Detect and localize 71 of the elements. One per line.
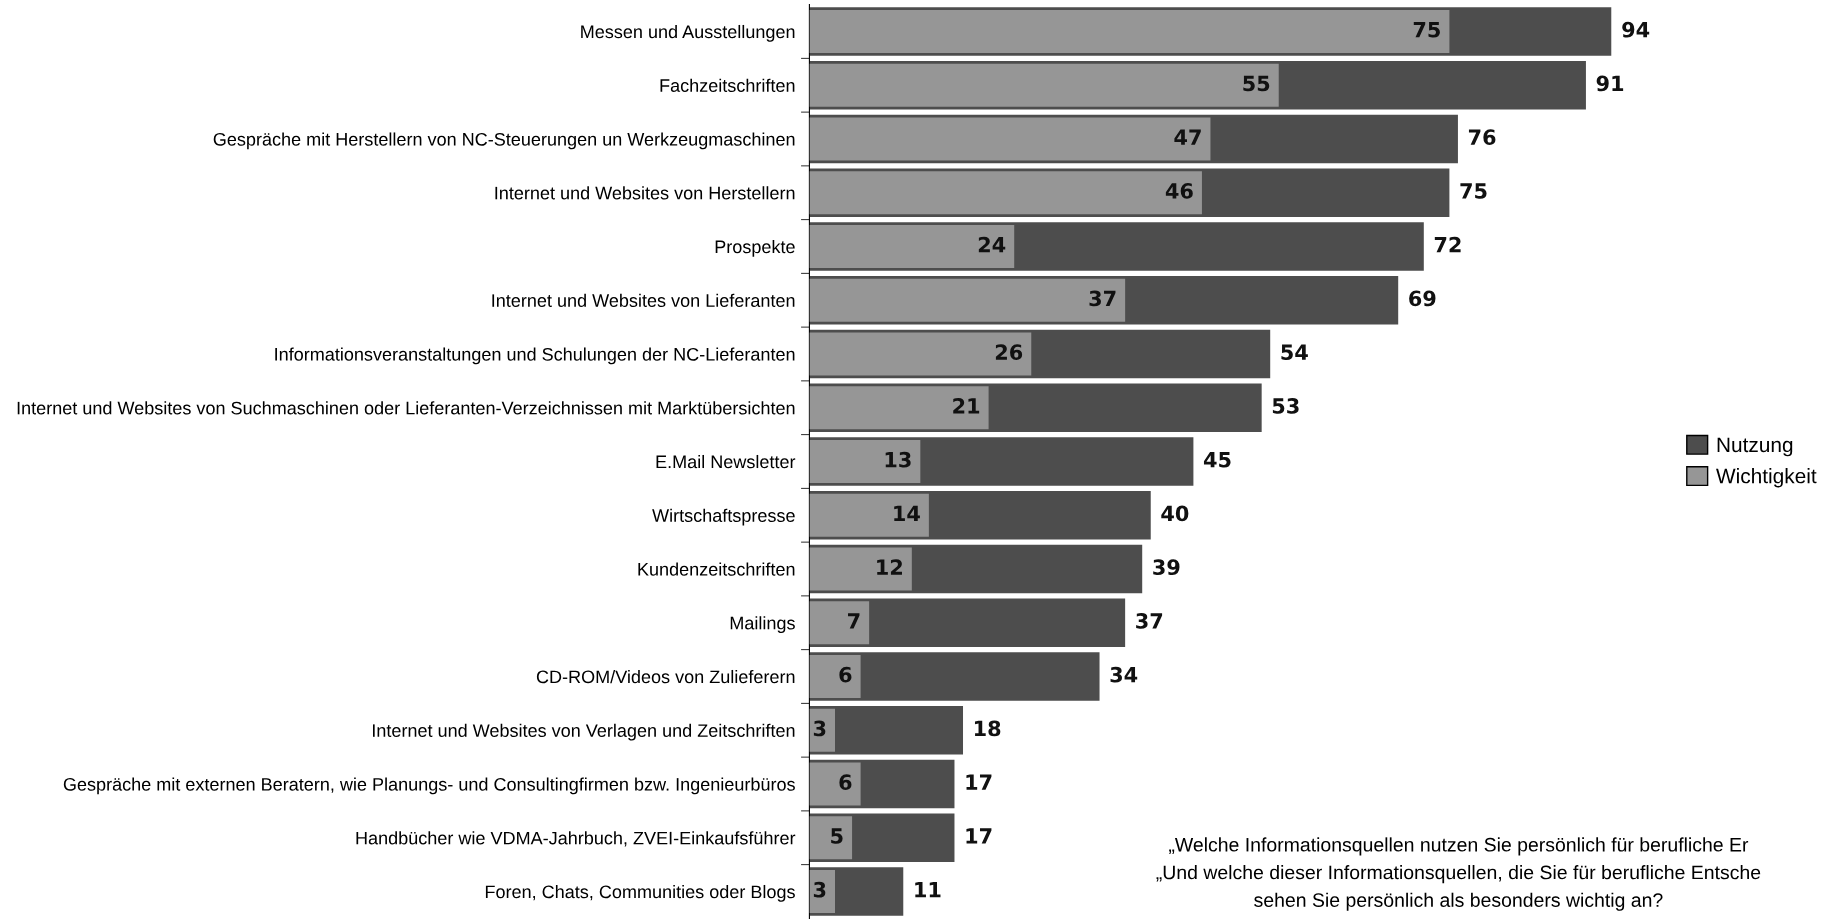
data-label: 13 [885,451,911,468]
data-label: 5 [831,828,843,844]
data-label: 91 [1596,75,1624,92]
bar [809,278,1126,322]
annotation: „Und welche dieser Informationsquellen, die Sie für berufliche Entsche [1156,865,1761,884]
bar [809,63,1279,107]
legend-label: Wichtigkeit [1716,468,1817,488]
data-label: 46 [1165,183,1193,199]
y-tick-label: Handbücher wie VDMA-Jahrbuch, ZVEI-Einkaufsführer [356,831,796,847]
data-label: 11 [915,882,941,898]
data-label: 45 [1203,452,1231,468]
data-label: 47 [1174,129,1201,145]
data-label: 3 [813,720,826,737]
data-label: 17 [966,828,992,844]
data-label: 55 [1243,75,1270,92]
bar [809,601,870,645]
bar [809,440,921,483]
data-label: 6 [839,774,852,791]
y-tick-label: Internet und Websites von Verlagen und Zeitschriften [372,723,795,741]
y-tick-label: Internet und Websites von Herstellern [495,186,795,200]
y-tick-label: Wirtschaftspresse [652,508,795,526]
y-tick-label: Internet und Websites von Suchmaschinen oder Lieferanten-Verzeichnissen mit Marktübersichten [17,401,795,415]
bar [809,117,1211,161]
bar [809,547,912,591]
data-label: 17 [966,774,992,790]
legend-label: Nutzung [1717,437,1793,457]
data-label: 3 [813,881,826,898]
y-tick-label: Gespräche mit externen Beratern, wie Planungs- und Consultingfirmen bzw. Ingenieurbüros [63,777,795,795]
bar [809,386,989,430]
y-tick-label: Fachzeitschriften [660,78,795,92]
bar [809,9,1450,53]
data-label: 14 [894,505,920,521]
y-tick-label: Gespräche mit Herstellern von NC-Steuerungen un Werkzeugmaschinen [213,132,795,150]
data-label: 75 [1460,183,1487,199]
data-label: 39 [1153,559,1180,576]
bar [809,816,853,860]
data-label: 76 [1468,129,1496,146]
bar [809,171,1202,215]
data-label: 34 [1110,666,1138,683]
y-tick-label: Prospekte [715,239,795,257]
y-tick-label: CD-ROM/Videos von Zulieferern [536,669,795,684]
data-label: 7 [848,613,860,629]
data-label: 69 [1409,290,1436,307]
bar [809,655,861,699]
y-tick-label: Internet und Websites von Lieferanten [492,293,795,307]
y-tick-label: Informationsveranstaltungen und Schulungen der NC-Lieferanten [275,347,795,365]
y-tick-label: E.Mail Newsletter [656,454,796,469]
data-label: 26 [995,344,1023,361]
bar [809,762,861,806]
data-label: 40 [1161,505,1189,522]
data-label: 75 [1413,22,1440,38]
data-label: 53 [1272,398,1299,414]
data-label: 12 [877,559,902,575]
y-tick-label: Foren, Chats, Communities oder Blogs [485,884,795,902]
data-label: 24 [978,236,1006,253]
annotation: sehen Sie persönlich als besonders wichtig an? [1254,892,1663,911]
y-tick-label: Messen und Ausstellungen [581,24,795,42]
data-label: 18 [974,720,1001,737]
y-tick-label: Kundenzeitschriften [638,562,795,576]
bar [809,493,929,537]
data-label: 37 [1136,613,1163,629]
data-label: 37 [1089,290,1116,307]
data-label: 6 [839,666,852,683]
data-label: 72 [1434,236,1461,253]
data-label: 21 [953,398,980,414]
data-label: 54 [1281,344,1308,361]
data-label: 94 [1622,21,1650,38]
y-tick-label: Mailings [730,616,795,634]
annotation: „Welche Informationsquellen nutzen Sie persönlich für berufliche Er [1169,837,1749,856]
bar [809,224,1015,268]
bar [809,332,1032,376]
